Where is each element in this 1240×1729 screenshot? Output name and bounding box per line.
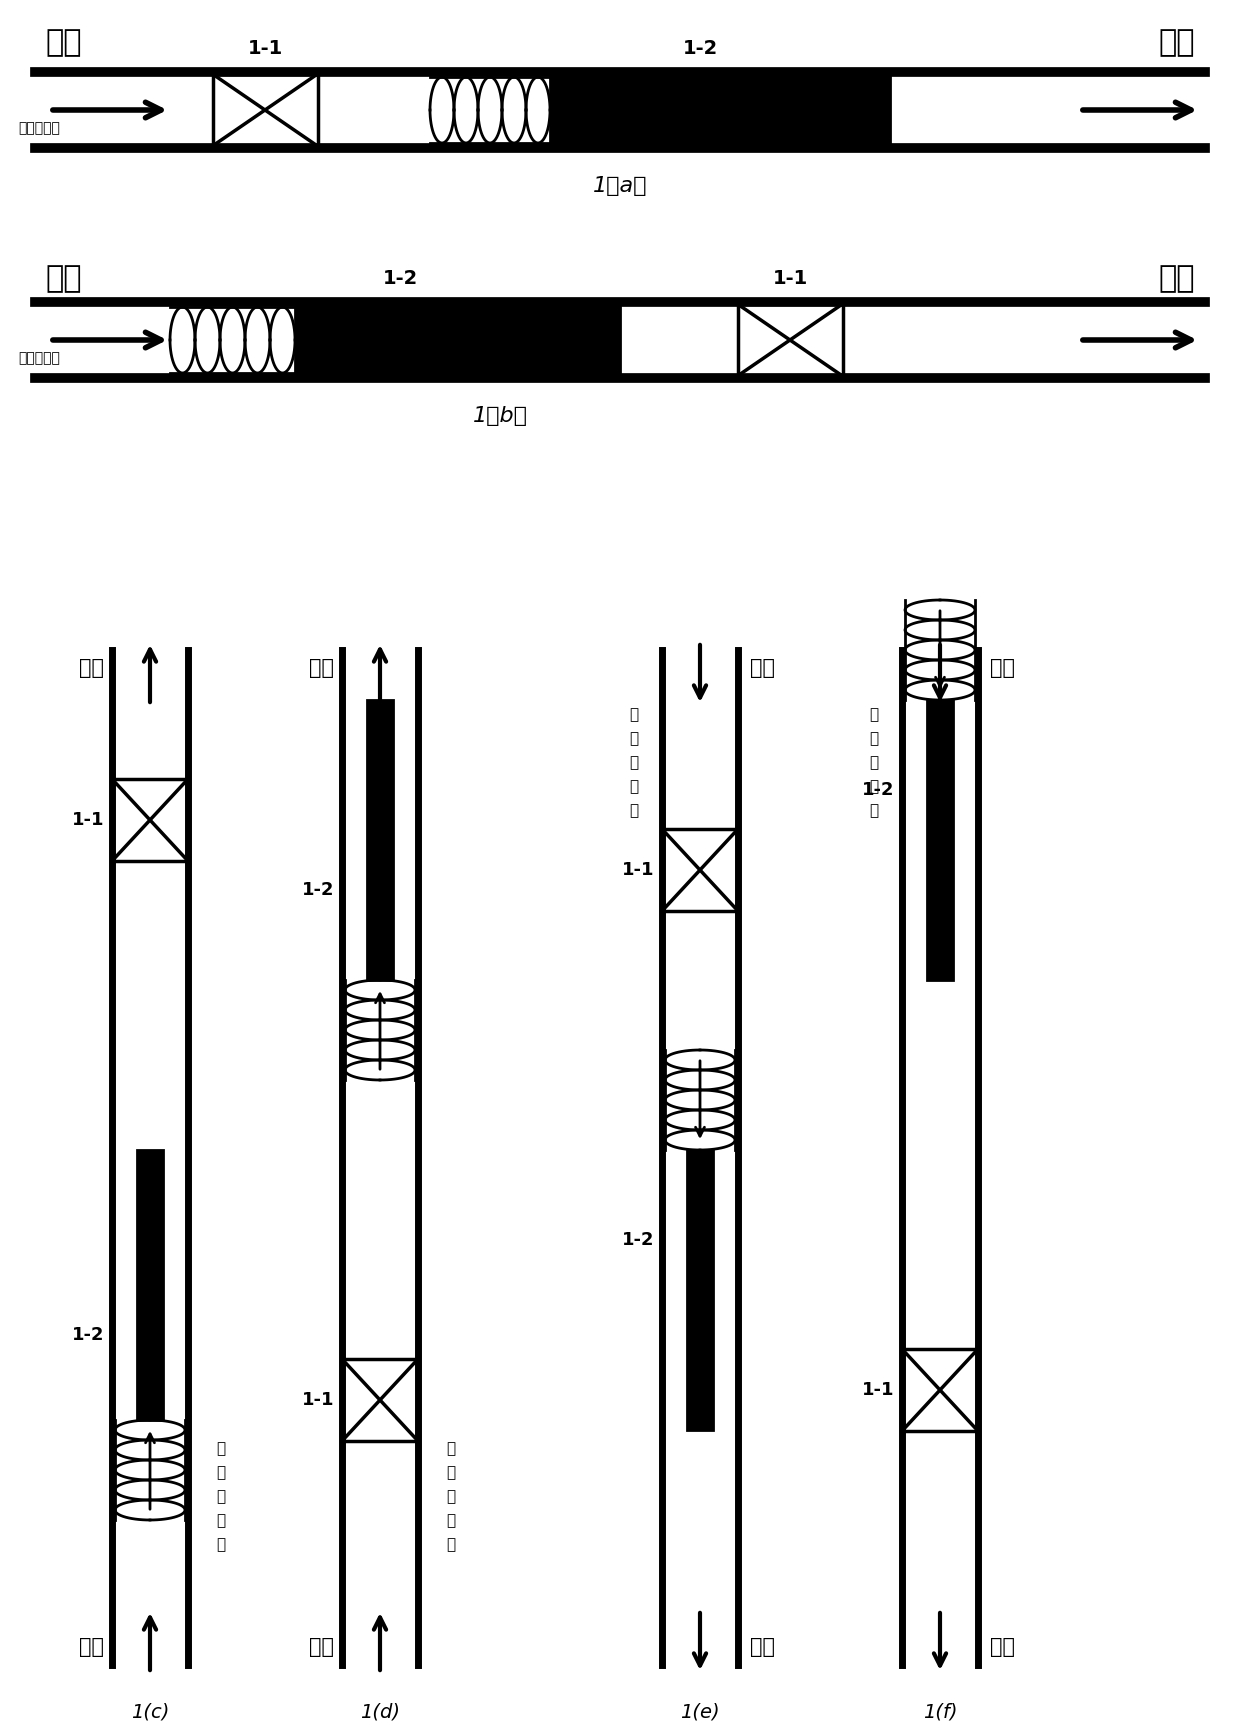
- Text: 气: 气: [869, 707, 879, 723]
- Text: 出口: 出口: [79, 659, 104, 678]
- Bar: [342, 1359, 418, 1440]
- Text: 入口: 入口: [750, 659, 775, 678]
- Text: 液: 液: [446, 1513, 455, 1528]
- Text: 气液两相流: 气液两相流: [19, 121, 60, 135]
- Text: 出口: 出口: [1158, 265, 1195, 292]
- Bar: [136, 1150, 162, 1420]
- Text: 出口: 出口: [750, 1637, 775, 1656]
- Text: 流: 流: [216, 1442, 226, 1456]
- Text: 1（b）: 1（b）: [472, 406, 527, 425]
- Text: 1（a）: 1（a）: [593, 176, 647, 195]
- Text: 相: 相: [869, 780, 879, 795]
- Text: 出口: 出口: [990, 1637, 1016, 1656]
- Text: 1-2: 1-2: [301, 882, 334, 899]
- Text: 1-1: 1-1: [862, 1381, 894, 1399]
- Text: 流: 流: [630, 804, 639, 818]
- Text: 1(d): 1(d): [360, 1703, 401, 1722]
- Text: 入口: 入口: [45, 265, 82, 292]
- Bar: [551, 76, 890, 144]
- Bar: [662, 828, 738, 911]
- Bar: [901, 1349, 978, 1432]
- Text: 1-1: 1-1: [621, 861, 653, 878]
- Text: 入口: 入口: [990, 659, 1016, 678]
- Text: 气: 气: [216, 1537, 226, 1553]
- Text: 液: 液: [216, 1513, 226, 1528]
- Text: 出口: 出口: [309, 659, 334, 678]
- Text: 流: 流: [446, 1442, 455, 1456]
- Text: 1(c): 1(c): [130, 1703, 169, 1722]
- Text: 1-2: 1-2: [382, 270, 418, 289]
- Text: 气: 气: [446, 1537, 455, 1553]
- Text: 入口: 入口: [79, 1637, 104, 1656]
- Bar: [295, 306, 620, 373]
- Text: 1-1: 1-1: [72, 811, 104, 828]
- Text: 1-2: 1-2: [72, 1326, 104, 1343]
- Text: 1-2: 1-2: [682, 40, 718, 59]
- Bar: [928, 700, 954, 980]
- Bar: [112, 780, 188, 861]
- Text: 液: 液: [630, 731, 639, 747]
- Text: 相: 相: [446, 1466, 455, 1480]
- Text: 入口: 入口: [309, 1637, 334, 1656]
- Bar: [212, 74, 317, 145]
- Text: 流: 流: [869, 804, 879, 818]
- Bar: [738, 304, 842, 375]
- Text: 液: 液: [869, 731, 879, 747]
- Text: 气液两相流: 气液两相流: [19, 351, 60, 365]
- Text: 两: 两: [446, 1489, 455, 1504]
- Text: 两: 两: [869, 756, 879, 771]
- Text: 两: 两: [630, 756, 639, 771]
- Text: 1(f): 1(f): [923, 1703, 957, 1722]
- Text: 1-1: 1-1: [247, 40, 283, 59]
- Text: 1-2: 1-2: [862, 782, 894, 799]
- Text: 两: 两: [216, 1489, 226, 1504]
- Bar: [687, 1150, 713, 1430]
- Text: 入口: 入口: [45, 28, 82, 57]
- Text: 1-2: 1-2: [621, 1231, 653, 1248]
- Text: 相: 相: [216, 1466, 226, 1480]
- Text: 1-1: 1-1: [773, 270, 807, 289]
- Text: 相: 相: [630, 780, 639, 795]
- Text: 1-1: 1-1: [301, 1392, 334, 1409]
- Text: 气: 气: [630, 707, 639, 723]
- Bar: [367, 700, 393, 980]
- Text: 1(e): 1(e): [681, 1703, 719, 1722]
- Text: 出口: 出口: [1158, 28, 1195, 57]
